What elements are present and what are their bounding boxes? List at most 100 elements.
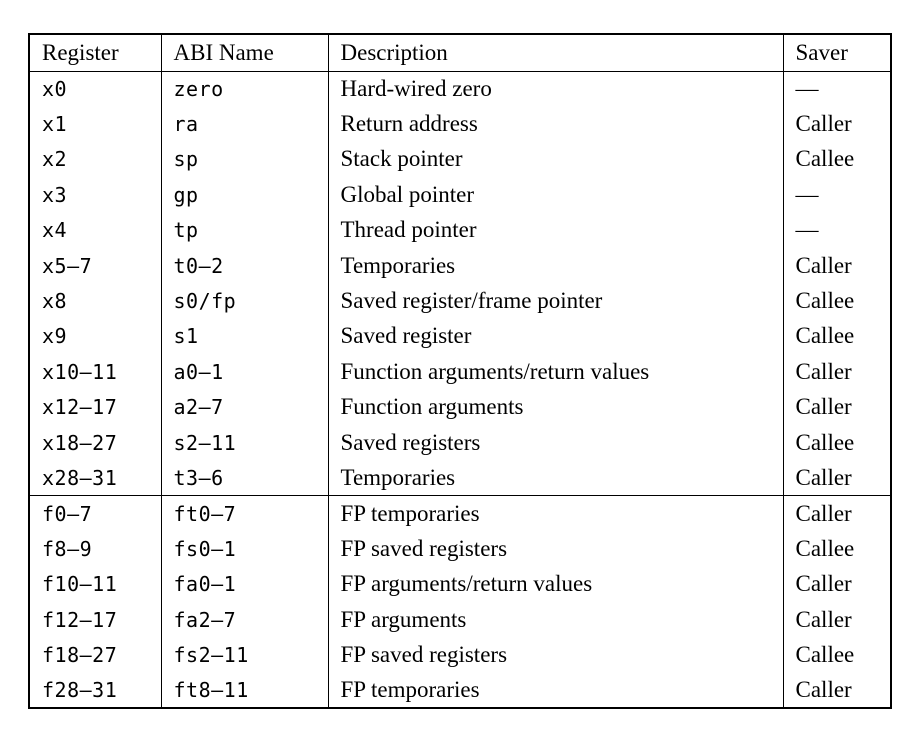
abi-name-cell: fs2–11 xyxy=(160,637,329,673)
table-row: f0–7 ft0–7 FP temporaries Caller xyxy=(28,495,892,532)
description-cell: Thread pointer xyxy=(327,212,784,248)
table-row: x18–27 s2–11 Saved registers Callee xyxy=(28,424,892,461)
saver-cell: Caller xyxy=(782,354,892,390)
register-cell: f18–27 xyxy=(28,637,162,673)
table-row: x9 s1 Saved register Callee xyxy=(28,318,892,355)
saver-cell: Callee xyxy=(782,424,892,461)
register-cell: x28–31 xyxy=(28,460,162,496)
abi-name-cell: t3–6 xyxy=(160,460,329,496)
table-row: x4 tp Thread pointer — xyxy=(28,212,892,248)
description-cell: Function arguments xyxy=(327,389,784,425)
table-row: f18–27 fs2–11 FP saved registers Callee xyxy=(28,637,892,673)
saver-cell: Callee xyxy=(782,283,892,319)
table-row: x28–31 t3–6 Temporaries Caller xyxy=(28,460,892,496)
table-row: x12–17 a2–7 Function arguments Caller xyxy=(28,389,892,425)
description-cell: FP saved registers xyxy=(327,531,784,567)
saver-cell: Caller xyxy=(782,495,892,532)
description-cell: Temporaries xyxy=(327,460,784,496)
table-row: f10–11 fa0–1 FP arguments/return values … xyxy=(28,566,892,602)
column-header-register: Register xyxy=(28,34,162,71)
register-cell: x0 xyxy=(28,71,162,107)
table-row: f8–9 fs0–1 FP saved registers Callee xyxy=(28,531,892,567)
header-row: Register ABI Name Description Saver xyxy=(28,34,892,71)
abi-name-cell: sp xyxy=(160,141,329,178)
register-cell: x3 xyxy=(28,177,162,213)
register-cell: x1 xyxy=(28,106,162,142)
register-cell: x10–11 xyxy=(28,354,162,390)
column-header-description: Description xyxy=(327,34,784,71)
table-row: x0 zero Hard-wired zero — xyxy=(28,71,892,107)
saver-cell: — xyxy=(782,71,892,107)
column-header-abi-name: ABI Name xyxy=(160,34,329,71)
saver-cell: — xyxy=(782,177,892,213)
abi-name-cell: a2–7 xyxy=(160,389,329,425)
saver-cell: Callee xyxy=(782,318,892,355)
saver-cell: Caller xyxy=(782,247,892,284)
abi-name-cell: s1 xyxy=(160,318,329,355)
register-table: Register ABI Name Description Saver x0 z… xyxy=(28,33,892,710)
abi-name-cell: tp xyxy=(160,212,329,248)
description-cell: FP saved registers xyxy=(327,637,784,673)
saver-cell: Callee xyxy=(782,141,892,178)
saver-cell: — xyxy=(782,212,892,248)
description-cell: FP arguments/return values xyxy=(327,566,784,602)
register-cell: x5–7 xyxy=(28,247,162,284)
abi-name-cell: fa2–7 xyxy=(160,601,329,638)
saver-cell: Caller xyxy=(782,601,892,638)
table-row: f12–17 fa2–7 FP arguments Caller xyxy=(28,601,892,638)
fp-register-group: f0–7 ft0–7 FP temporaries Caller f8–9 fs… xyxy=(28,495,892,709)
description-cell: Saved register xyxy=(327,318,784,355)
saver-cell: Callee xyxy=(782,531,892,567)
register-cell: f0–7 xyxy=(28,495,162,532)
register-cell: f8–9 xyxy=(28,531,162,567)
description-cell: Global pointer xyxy=(327,177,784,213)
abi-name-cell: ra xyxy=(160,106,329,142)
table-row: x1 ra Return address Caller xyxy=(28,106,892,142)
register-cell: x4 xyxy=(28,212,162,248)
description-cell: Stack pointer xyxy=(327,141,784,178)
table-row: x3 gp Global pointer — xyxy=(28,177,892,213)
description-cell: FP temporaries xyxy=(327,672,784,709)
table-row: x8 s0/fp Saved register/frame pointer Ca… xyxy=(28,283,892,319)
abi-name-cell: ft0–7 xyxy=(160,495,329,532)
description-cell: Return address xyxy=(327,106,784,142)
abi-name-cell: zero xyxy=(160,71,329,107)
description-cell: Function arguments/return values xyxy=(327,354,784,390)
abi-name-cell: ft8–11 xyxy=(160,672,329,709)
description-cell: Saved registers xyxy=(327,424,784,461)
abi-name-cell: s0/fp xyxy=(160,283,329,319)
saver-cell: Caller xyxy=(782,566,892,602)
description-cell: Hard-wired zero xyxy=(327,71,784,107)
abi-name-cell: t0–2 xyxy=(160,247,329,284)
description-cell: Saved register/frame pointer xyxy=(327,283,784,319)
saver-cell: Caller xyxy=(782,460,892,496)
abi-name-cell: s2–11 xyxy=(160,424,329,461)
description-cell: FP arguments xyxy=(327,601,784,638)
register-cell: x12–17 xyxy=(28,389,162,425)
register-cell: x9 xyxy=(28,318,162,355)
register-cell: x18–27 xyxy=(28,424,162,461)
register-cell: f28–31 xyxy=(28,672,162,709)
saver-cell: Caller xyxy=(782,672,892,709)
saver-cell: Caller xyxy=(782,389,892,425)
table-header: Register ABI Name Description Saver xyxy=(28,34,892,71)
register-cell: x8 xyxy=(28,283,162,319)
table-row: x2 sp Stack pointer Callee xyxy=(28,141,892,178)
abi-name-cell: gp xyxy=(160,177,329,213)
register-cell: f10–11 xyxy=(28,566,162,602)
saver-cell: Caller xyxy=(782,106,892,142)
description-cell: FP temporaries xyxy=(327,495,784,532)
register-cell: f12–17 xyxy=(28,601,162,638)
abi-name-cell: a0–1 xyxy=(160,354,329,390)
register-cell: x2 xyxy=(28,141,162,178)
saver-cell: Callee xyxy=(782,637,892,673)
abi-name-cell: fs0–1 xyxy=(160,531,329,567)
column-header-saver: Saver xyxy=(782,34,892,71)
table-row: f28–31 ft8–11 FP temporaries Caller xyxy=(28,672,892,709)
table-row: x5–7 t0–2 Temporaries Caller xyxy=(28,247,892,284)
description-cell: Temporaries xyxy=(327,247,784,284)
table-row: x10–11 a0–1 Function arguments/return va… xyxy=(28,354,892,390)
abi-name-cell: fa0–1 xyxy=(160,566,329,602)
integer-register-group: x0 zero Hard-wired zero — x1 ra Return a… xyxy=(28,71,892,496)
